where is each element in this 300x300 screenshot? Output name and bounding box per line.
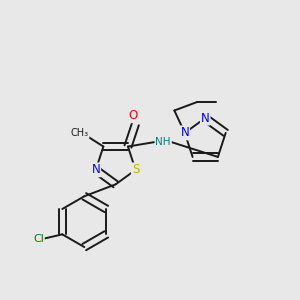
Text: NH: NH	[155, 137, 171, 147]
Text: N: N	[201, 112, 210, 124]
Text: S: S	[132, 164, 139, 176]
Text: N: N	[92, 164, 100, 176]
Text: Cl: Cl	[33, 234, 44, 244]
Text: O: O	[128, 109, 138, 122]
Text: CH₃: CH₃	[70, 128, 88, 138]
Text: N: N	[180, 126, 189, 140]
